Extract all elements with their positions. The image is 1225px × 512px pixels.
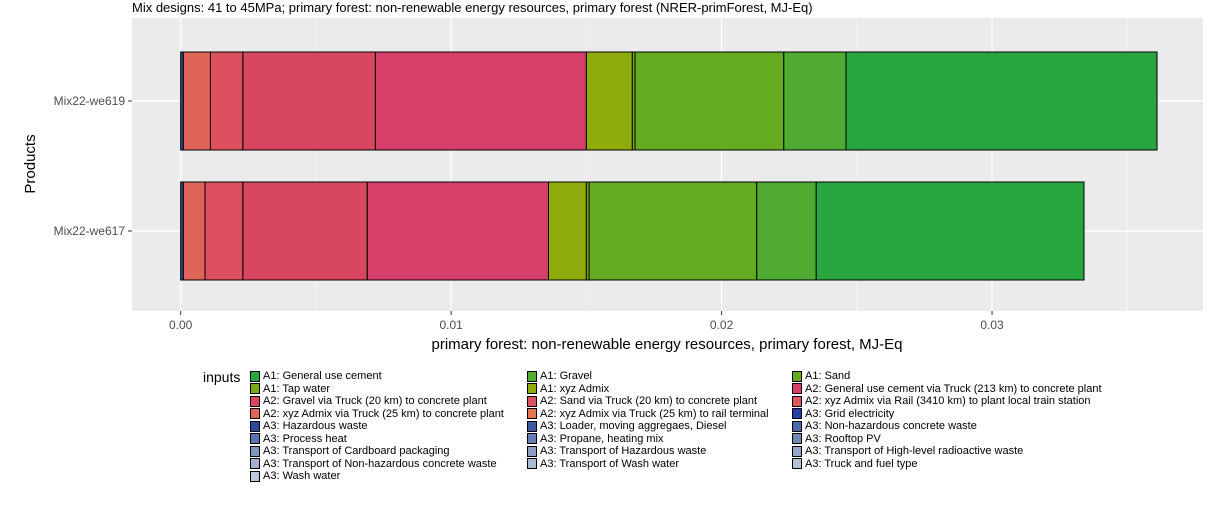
bars-layer	[180, 51, 1158, 281]
bar-segment	[182, 51, 211, 151]
y-tick-label: Mix22-we617	[54, 224, 126, 238]
bar-segment	[204, 181, 244, 281]
x-axis-label: primary forest: non-renewable energy res…	[431, 336, 902, 353]
x-tick-label: 0.01	[439, 318, 463, 332]
bar-segment	[374, 51, 587, 151]
y-tick-label: Mix22-we619	[54, 94, 126, 108]
x-tick-label: 0.03	[980, 318, 1004, 332]
bar-segment	[756, 181, 817, 281]
bar-segment	[585, 51, 633, 151]
bar-segment	[845, 51, 1158, 151]
bar-segment	[209, 51, 244, 151]
x-tick-label: 0.02	[710, 318, 734, 332]
bar-segment	[634, 51, 785, 151]
x-tick-label: 0.00	[169, 318, 193, 332]
bar-segment	[815, 181, 1085, 281]
bar-segment	[548, 181, 587, 281]
bar-segment	[182, 181, 206, 281]
bar-segment	[242, 181, 368, 281]
axis-layer: Mix22-we619 Mix22-we617 0.00 0.01 0.02 0.03	[54, 94, 1004, 332]
bar-segment	[588, 181, 758, 281]
y-axis-label: Products	[22, 134, 39, 193]
chart-title: Mix designs: 41 to 45MPa; primary forest…	[132, 0, 813, 15]
bar-segment	[242, 51, 376, 151]
bar-segment	[366, 181, 549, 281]
bar-segment	[783, 51, 847, 151]
